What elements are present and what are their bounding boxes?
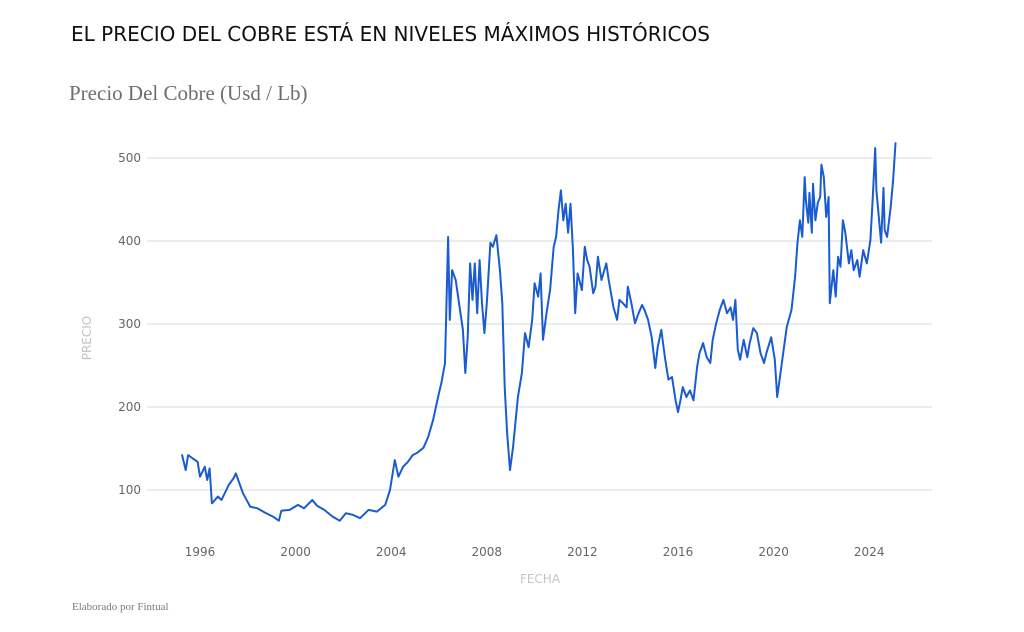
x-tick-label: 2004 [376,545,407,559]
gridlines [147,157,932,491]
x-axis-label: FECHA [520,572,561,586]
x-tick-label: 2024 [854,545,885,559]
chart-headline: EL PRECIO DEL COBRE ESTÁ EN NIVELES MÁXI… [71,22,710,46]
x-tick-label: 1996 [185,545,216,559]
x-tick-label: 2020 [758,545,789,559]
y-tick-label: 500 [118,151,141,165]
y-axis-label: PRECIO [80,316,94,361]
x-tick-label: 2012 [567,545,598,559]
y-tick-label: 300 [118,317,141,331]
y-tick-label: 100 [118,483,141,497]
series-line-copper-price [181,142,897,522]
chart-title: Precio Del Cobre (Usd / Lb) [69,81,308,105]
x-tick-label: 2008 [472,545,503,559]
x-tick-label: 2016 [663,545,694,559]
series-group [181,142,897,522]
y-tick-label: 400 [118,234,141,248]
x-tick-label: 2000 [280,545,311,559]
x-axis-ticks: 1996 2000 2004 2008 2012 2016 2020 2024 [185,545,885,559]
credit-footer: Elaborado por Fintual [72,601,169,613]
y-tick-label: 200 [118,400,141,414]
y-axis-ticks: 100 200 300 400 500 [118,151,141,497]
